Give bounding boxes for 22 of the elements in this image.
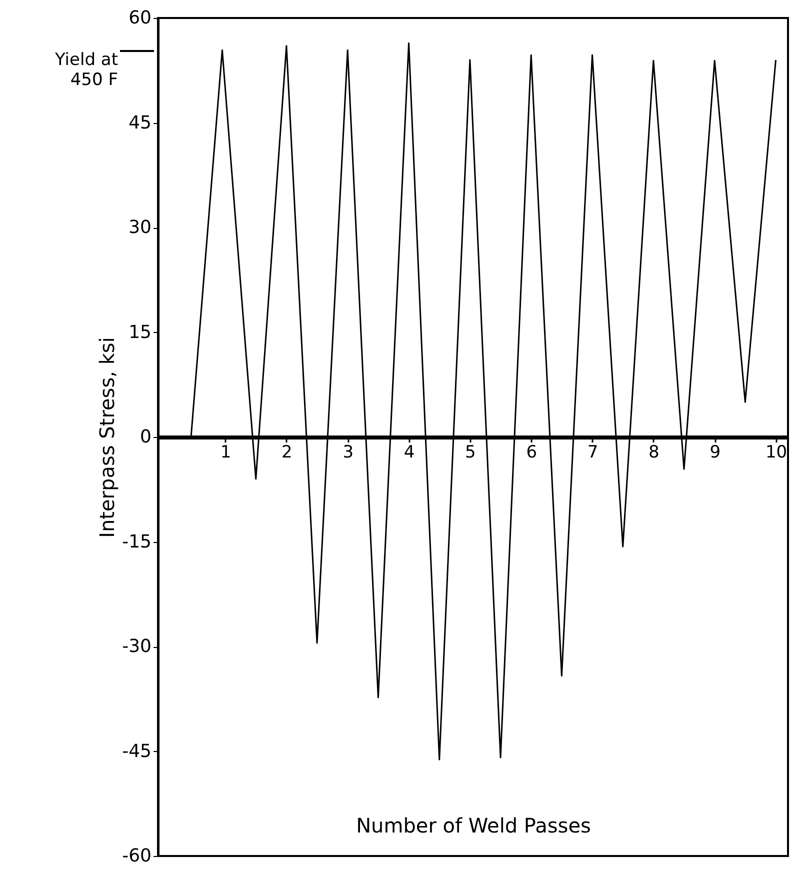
y-tick-label: -30 [122, 636, 152, 657]
x-tick-label: 7 [587, 442, 598, 462]
x-tick-label: 5 [465, 442, 476, 462]
y-tick-label: 15 [128, 322, 152, 343]
y-tick-label: -45 [122, 740, 152, 762]
y-tick-label: -60 [122, 846, 152, 866]
y-tick-label: 30 [128, 217, 152, 238]
y-tick-label: -15 [122, 531, 152, 552]
y-tick-label: 60 [128, 8, 152, 28]
y-axis-title: Interpass Stress, ksi [95, 337, 120, 538]
x-tick-label: 10 [765, 442, 788, 462]
x-tick-label: 3 [342, 442, 354, 462]
x-tick-label: 6 [526, 442, 538, 462]
x-tick-label: 8 [648, 442, 660, 462]
y-tick-label: 45 [128, 112, 152, 134]
x-tick-label: 2 [282, 442, 292, 462]
x-tick-label: 9 [710, 442, 721, 462]
x-tick-label: 1 [220, 442, 232, 462]
x-axis-title: Number of Weld Passes [356, 814, 591, 838]
y-tick-label: 0 [140, 426, 152, 448]
x-tick-label: 4 [404, 442, 415, 462]
text: Yield at 450 F [54, 50, 118, 90]
